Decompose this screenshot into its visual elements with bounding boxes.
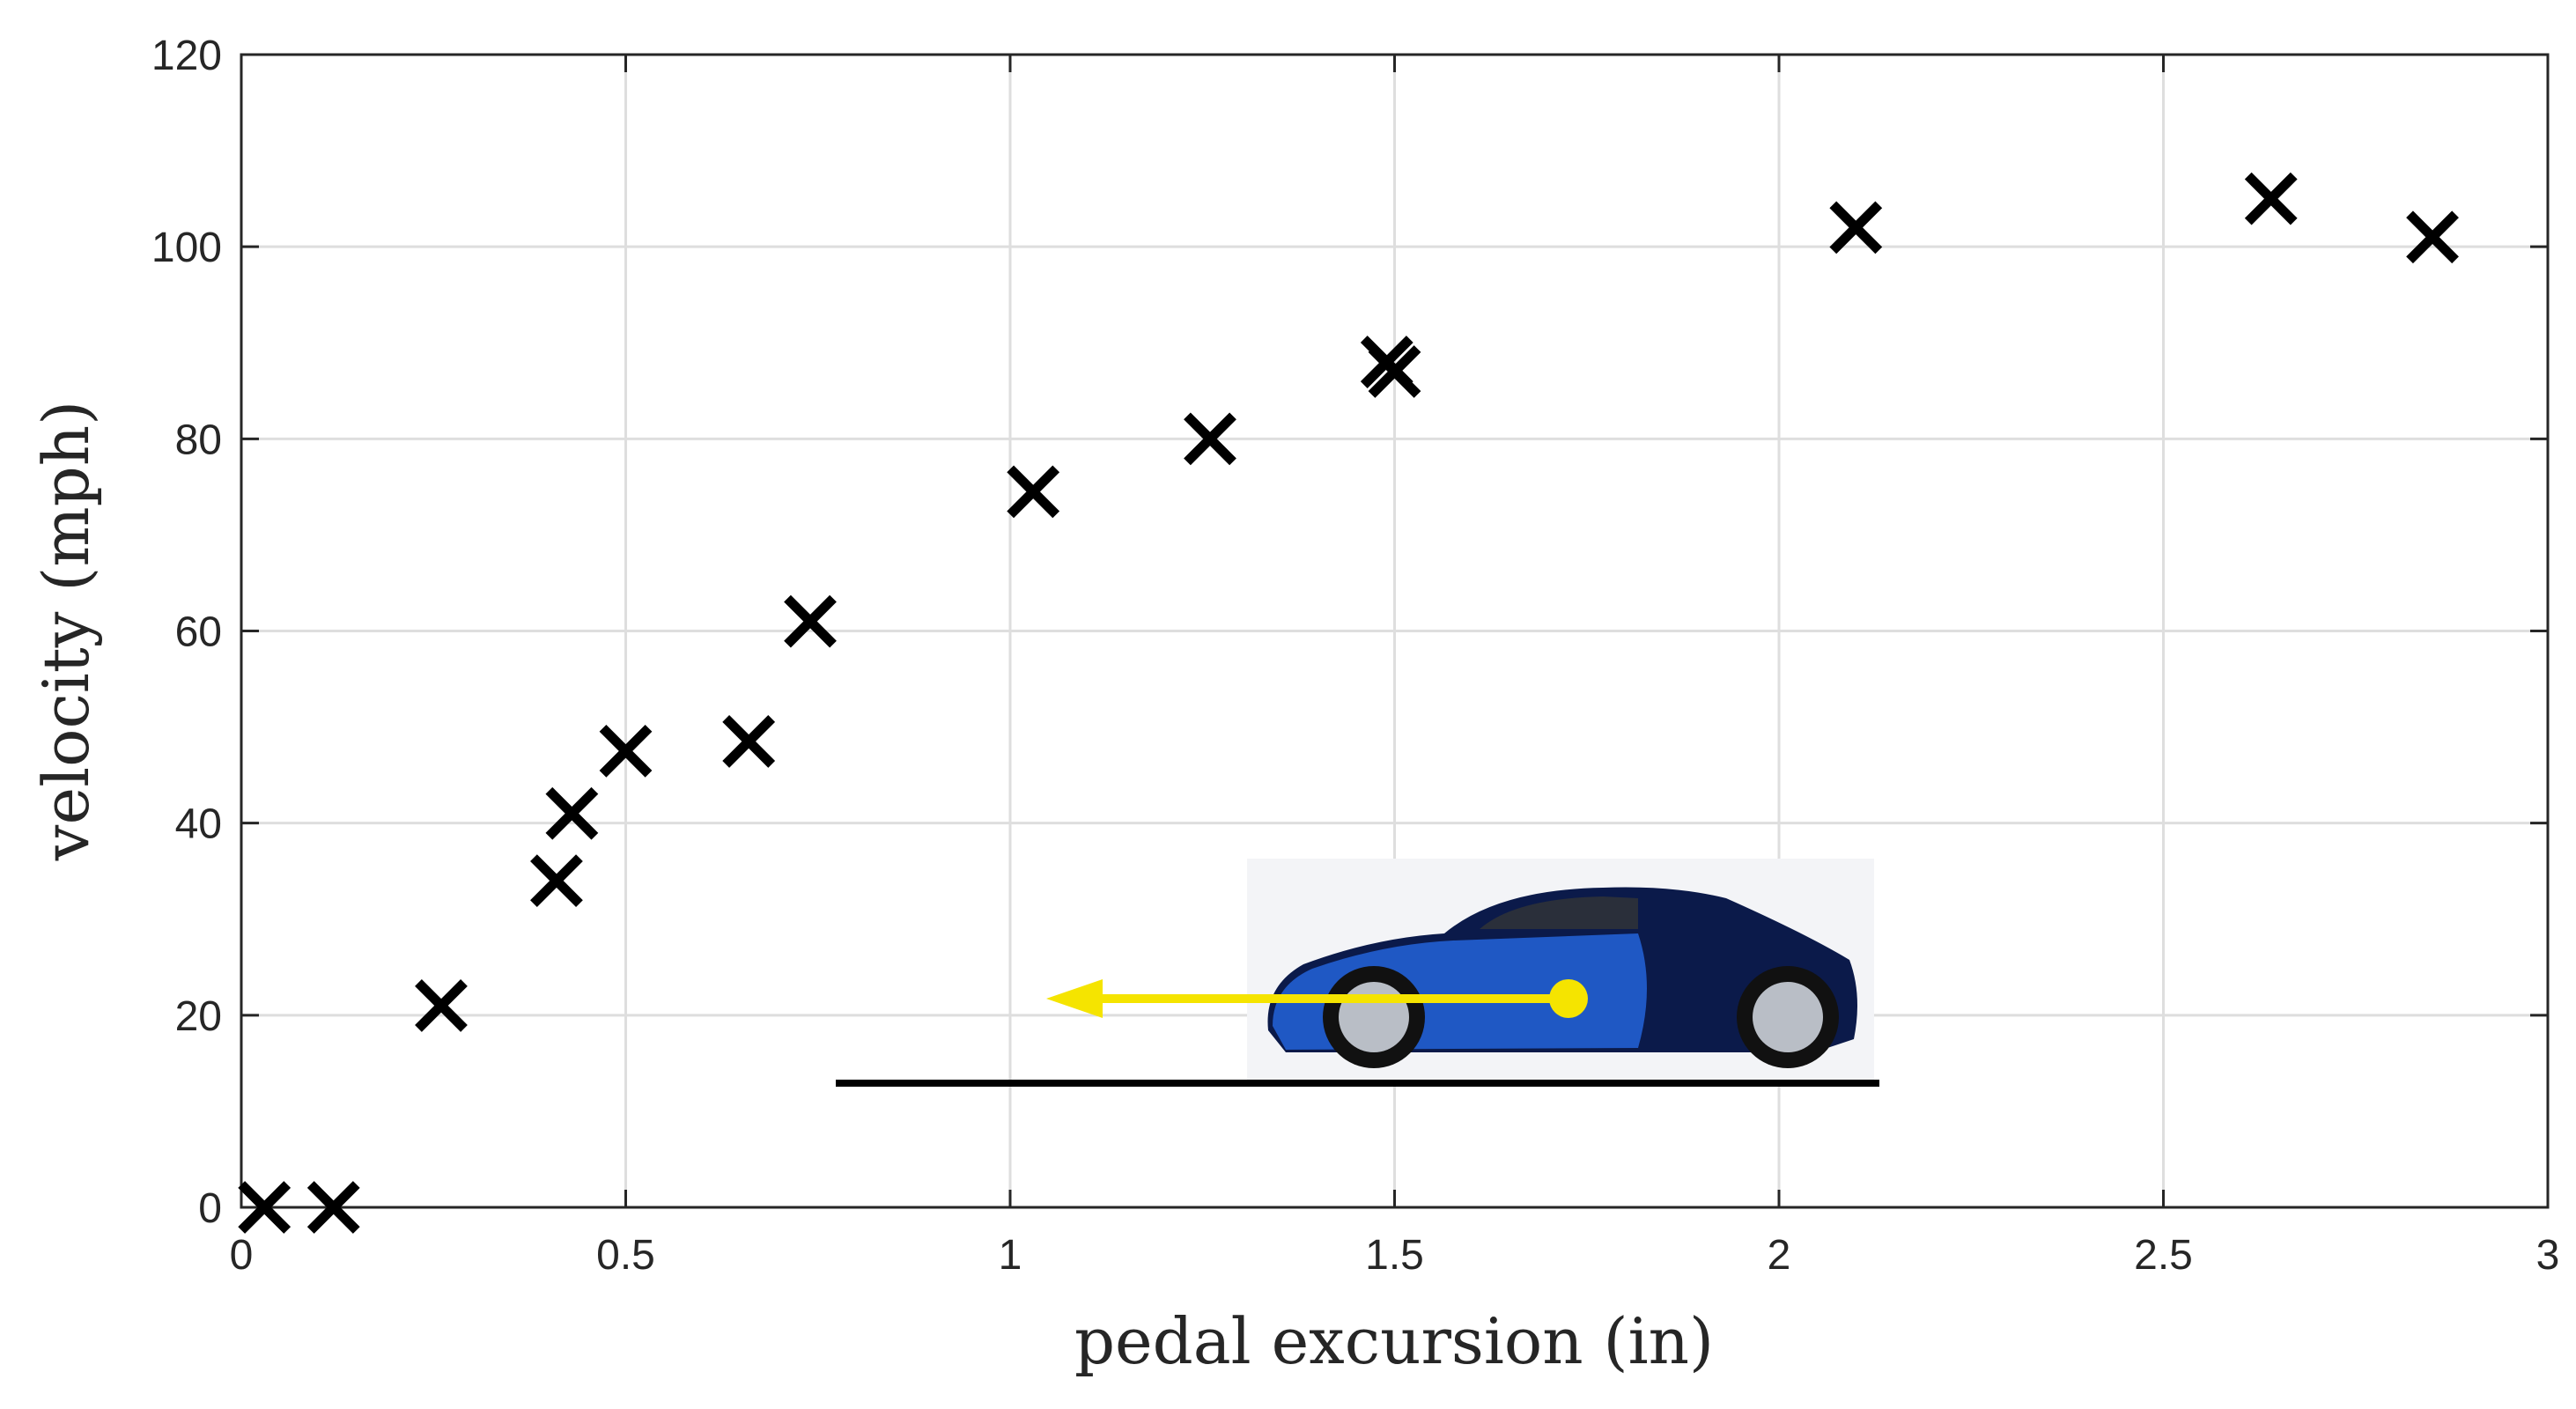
- y-tick-label: 100: [151, 225, 222, 271]
- data-point: [784, 594, 837, 648]
- y-tick-label: 80: [175, 417, 222, 463]
- x-tick-label: 2.5: [2134, 1232, 2193, 1279]
- force-arrow: [1046, 979, 1588, 1018]
- data-point: [415, 979, 468, 1032]
- x-tick-label: 0: [230, 1232, 254, 1279]
- y-tick-label: 20: [175, 993, 222, 1040]
- axis-ticks: 0 0.5 1 1.5 2 2.5 3 0 20 40 60 80 100 120: [151, 33, 2559, 1279]
- y-axis-label: velocity (mph): [29, 401, 103, 861]
- x-tick-label: 1.5: [1365, 1232, 1424, 1279]
- data-point: [306, 1181, 360, 1234]
- x-tick-label: 2: [1768, 1232, 1791, 1279]
- data-point: [599, 724, 653, 778]
- x-axis-label: pedal excursion (in): [1074, 1304, 1714, 1378]
- y-tick-label: 120: [151, 33, 222, 79]
- y-tick-label: 60: [175, 609, 222, 656]
- car-image: [1247, 859, 1874, 1081]
- data-point: [1368, 345, 1421, 398]
- y-tick-label: 0: [198, 1185, 222, 1232]
- data-point: [530, 854, 583, 908]
- x-tick-label: 1: [999, 1232, 1022, 1279]
- data-markers: [238, 172, 2459, 1234]
- data-point: [722, 715, 776, 768]
- x-tick-label: 0.5: [596, 1232, 655, 1279]
- data-point: [2244, 172, 2298, 225]
- y-tick-label: 40: [175, 801, 222, 848]
- data-point: [2406, 210, 2459, 264]
- data-point: [545, 786, 599, 840]
- data-point: [238, 1181, 292, 1234]
- x-tick-label: 3: [2536, 1232, 2560, 1279]
- data-point: [1184, 412, 1236, 466]
- data-point: [1007, 465, 1060, 519]
- data-point: [1829, 201, 1883, 255]
